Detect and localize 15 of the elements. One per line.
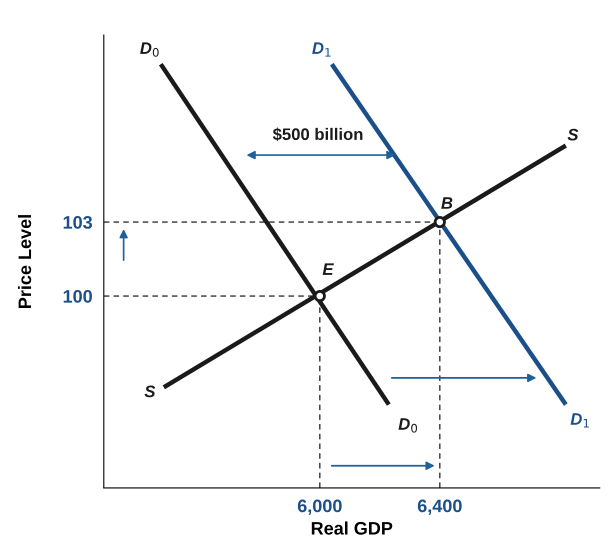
y-axis-title: Price Level bbox=[18, 215, 32, 308]
annotation: E bbox=[322, 263, 334, 275]
annotation: D$_{1}$ bbox=[570, 413, 589, 428]
x-tick-label: 6,000 bbox=[298, 500, 342, 515]
y-tick-label: 100 bbox=[64, 290, 92, 303]
annotation: D$_{1}$ bbox=[312, 42, 330, 57]
annotation: B bbox=[441, 197, 452, 209]
x-tick-label: 6,400 bbox=[418, 500, 462, 515]
annotation: $500 billion bbox=[272, 128, 362, 142]
annotation: S bbox=[144, 386, 156, 398]
annotation: S bbox=[568, 128, 578, 141]
annotation: D$_{0}$ bbox=[140, 42, 159, 57]
annotation: D$_{0}$ bbox=[398, 418, 418, 433]
x-axis-title: Real GDP bbox=[312, 521, 392, 535]
y-tick-label: 103 bbox=[64, 216, 92, 229]
